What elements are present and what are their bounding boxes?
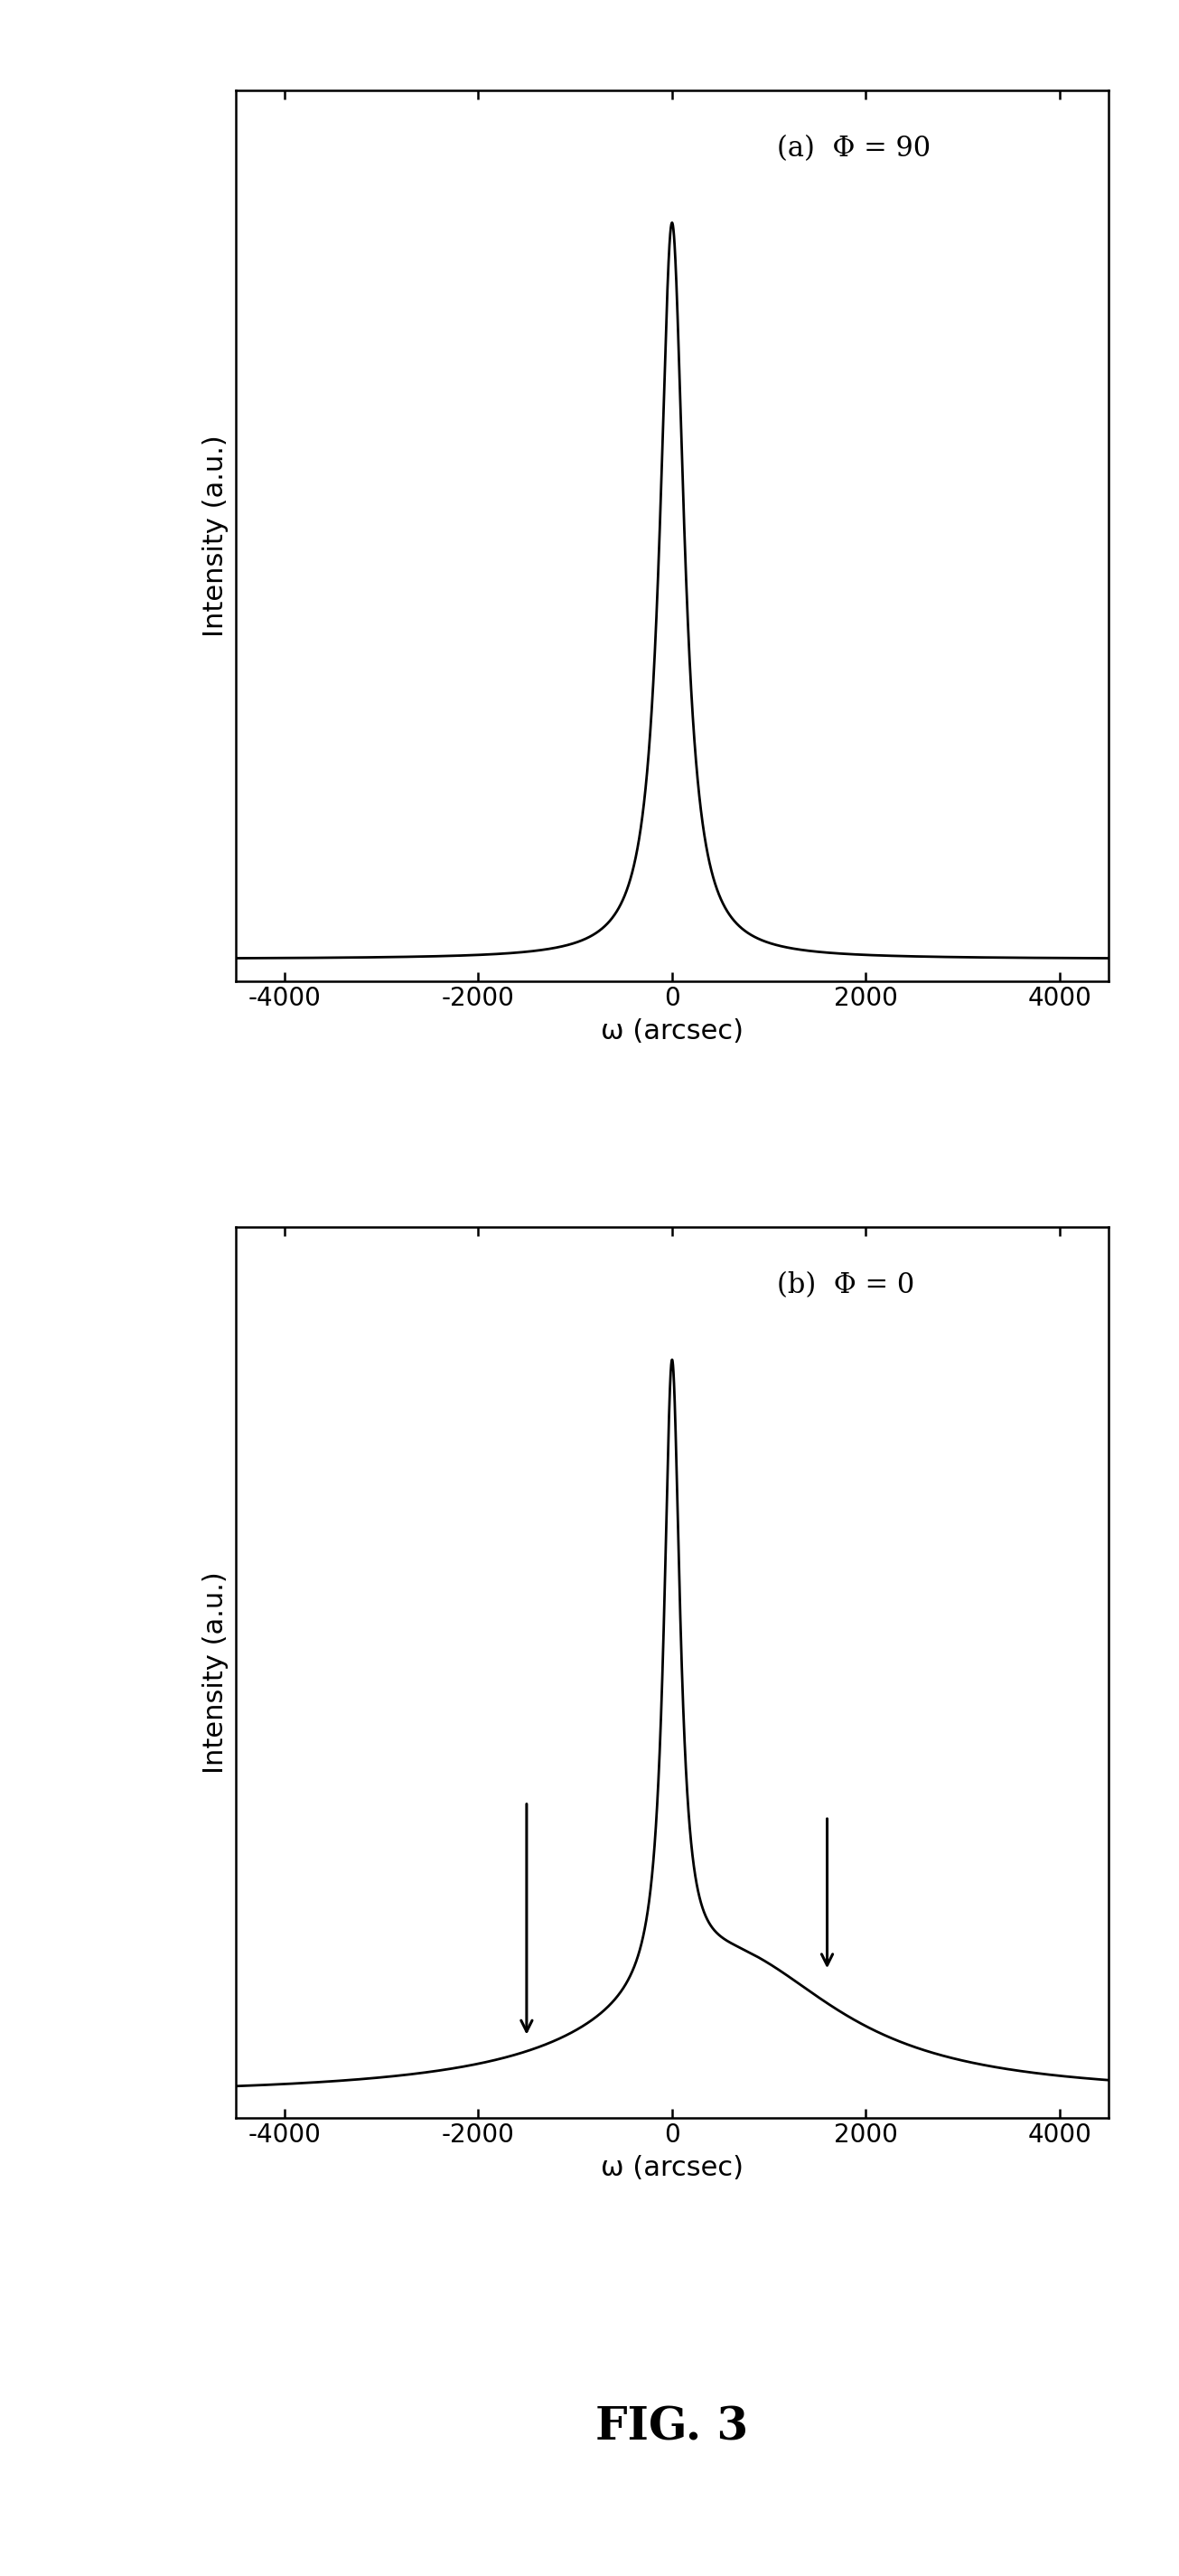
- X-axis label: ω (arcsec): ω (arcsec): [600, 2156, 744, 2182]
- Text: FIG. 3: FIG. 3: [595, 2406, 749, 2450]
- Y-axis label: Intensity (a.u.): Intensity (a.u.): [202, 435, 229, 636]
- Text: (b)  Φ = 0: (b) Φ = 0: [777, 1273, 914, 1301]
- X-axis label: ω (arcsec): ω (arcsec): [600, 1018, 744, 1043]
- Y-axis label: Intensity (a.u.): Intensity (a.u.): [202, 1571, 229, 1775]
- Text: (a)  Φ = 90: (a) Φ = 90: [777, 134, 930, 162]
